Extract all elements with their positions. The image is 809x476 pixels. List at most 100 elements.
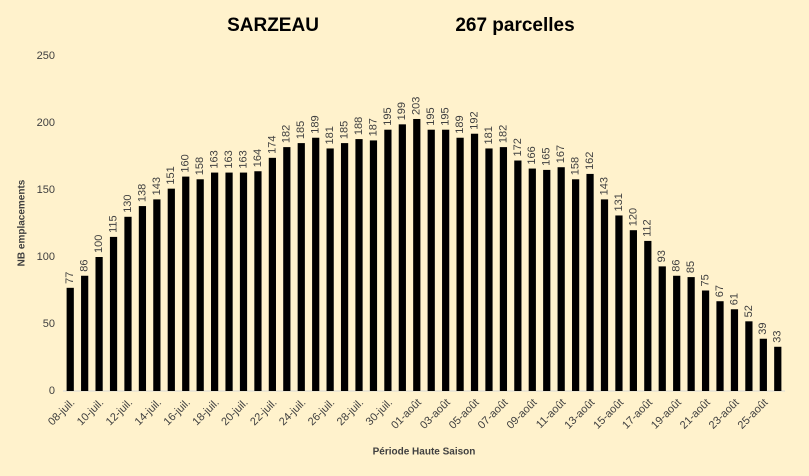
value-label: 167 <box>555 145 567 163</box>
bar <box>398 124 406 391</box>
value-label: 131 <box>613 193 625 211</box>
bar <box>254 171 262 391</box>
value-label: 174 <box>266 135 278 153</box>
value-label: 195 <box>440 107 452 125</box>
value-label: 93 <box>656 250 668 262</box>
bar <box>586 173 594 391</box>
value-label: 163 <box>223 150 235 168</box>
value-label: 195 <box>382 107 394 125</box>
bar <box>369 140 378 391</box>
y-tick-label: 200 <box>37 117 55 129</box>
bar <box>211 172 219 391</box>
bar <box>384 129 392 391</box>
bar <box>759 338 767 391</box>
bar <box>745 321 753 391</box>
bar <box>225 172 233 391</box>
bar <box>95 257 103 391</box>
bar <box>658 266 666 391</box>
bar <box>109 236 118 391</box>
value-label: 67 <box>714 285 726 297</box>
bar <box>557 167 565 391</box>
value-label: 181 <box>483 126 495 144</box>
value-label: 172 <box>512 138 524 156</box>
bar <box>499 147 508 391</box>
chart-title: SARZEAU <box>227 15 319 36</box>
value-label: 115 <box>107 215 119 233</box>
value-label: 86 <box>79 260 91 272</box>
bar <box>312 137 320 391</box>
bar <box>355 139 363 391</box>
y-tick-label: 100 <box>37 251 55 263</box>
bar <box>138 206 147 391</box>
bar <box>687 277 695 391</box>
value-label: 165 <box>541 148 553 166</box>
bar <box>470 133 479 391</box>
bar <box>543 169 551 391</box>
value-label: 189 <box>454 115 466 133</box>
bar <box>413 118 421 391</box>
bar <box>196 179 204 391</box>
value-label: 39 <box>757 322 769 334</box>
value-label: 143 <box>151 177 163 195</box>
value-label: 86 <box>671 260 683 272</box>
bar <box>456 137 464 391</box>
value-label: 187 <box>367 118 379 136</box>
value-label: 130 <box>122 194 134 212</box>
value-label: 185 <box>338 121 350 139</box>
bar <box>644 240 652 391</box>
bar <box>774 346 782 391</box>
bar <box>716 301 724 391</box>
bar <box>514 160 522 391</box>
bar <box>673 275 681 391</box>
bar <box>701 290 710 391</box>
value-label: 158 <box>570 157 582 175</box>
y-tick-label: 0 <box>49 385 55 397</box>
value-label: 85 <box>685 261 697 273</box>
bar <box>615 215 623 391</box>
bar <box>600 199 609 391</box>
value-label: 163 <box>237 150 249 168</box>
chart-subtitle: 267 parcelles <box>455 15 574 36</box>
bar <box>485 148 493 391</box>
y-tick-label: 50 <box>43 318 55 330</box>
bar <box>326 148 334 391</box>
value-label: 143 <box>598 177 610 195</box>
value-label: 100 <box>93 235 105 253</box>
bar <box>182 176 190 391</box>
bar <box>572 179 580 391</box>
value-label: 166 <box>526 146 538 164</box>
bar <box>427 129 435 391</box>
x-axis-title: Période Haute Saison <box>373 447 476 458</box>
bar <box>730 309 739 391</box>
value-label: 112 <box>642 219 654 237</box>
value-label: 151 <box>165 166 177 184</box>
value-label: 120 <box>627 208 639 226</box>
bar <box>442 129 450 391</box>
bar <box>283 147 291 391</box>
bar <box>167 188 175 391</box>
bar <box>66 287 74 391</box>
bar <box>340 143 349 391</box>
value-label: 158 <box>194 157 206 175</box>
value-label: 163 <box>209 150 221 168</box>
value-label: 192 <box>468 111 480 129</box>
value-label: 61 <box>728 293 740 305</box>
bar <box>629 230 637 391</box>
value-label: 182 <box>281 125 293 143</box>
value-label: 138 <box>136 184 148 202</box>
bar <box>528 168 536 391</box>
bar <box>124 216 132 391</box>
value-label: 181 <box>324 126 336 144</box>
value-label: 164 <box>252 149 264 167</box>
value-label: 33 <box>772 331 784 343</box>
value-label: 185 <box>295 121 307 139</box>
value-label: 188 <box>353 117 365 135</box>
value-label: 162 <box>584 152 596 170</box>
bar <box>297 143 305 391</box>
value-label: 75 <box>699 274 711 286</box>
y-tick-label: 250 <box>37 50 55 62</box>
value-label: 199 <box>396 102 408 120</box>
bar <box>153 199 161 391</box>
